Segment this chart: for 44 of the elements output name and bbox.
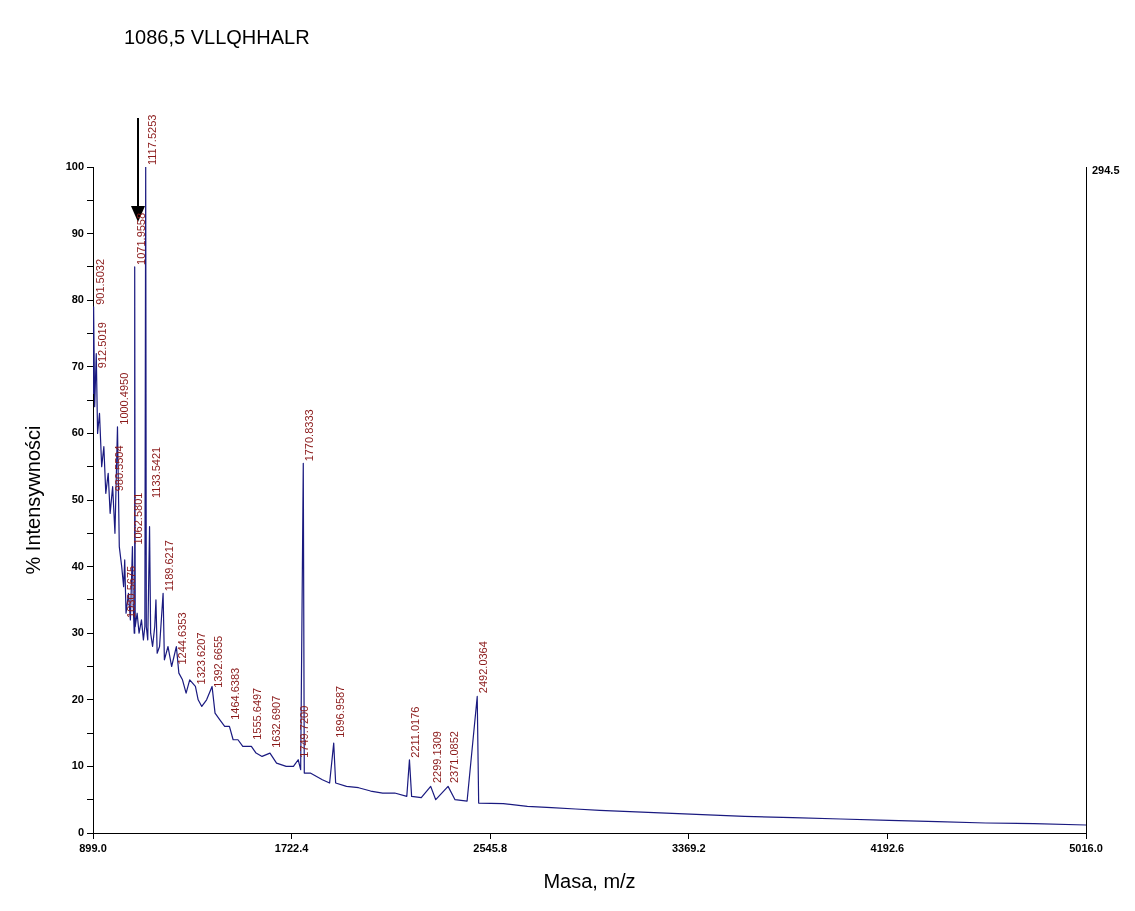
y-tick-label: 20 bbox=[71, 692, 84, 705]
annotation: 1189.6217 bbox=[163, 540, 176, 592]
annotation: 1062.5801 bbox=[132, 492, 145, 545]
y-tick-label: 60 bbox=[71, 426, 84, 439]
annotation: 980.5504 bbox=[112, 445, 125, 492]
x-tick-label: 1722.4 bbox=[274, 841, 310, 854]
annotation: 1000.4950 bbox=[117, 372, 130, 425]
x-tick-label: 3369.2 bbox=[671, 841, 706, 854]
annotation: 1392.6655 bbox=[212, 635, 225, 688]
annotation: 1030.5675 bbox=[124, 565, 137, 618]
y-tick-label: 40 bbox=[71, 559, 84, 572]
annotation: 1896.9587 bbox=[333, 685, 346, 738]
annotation: 1133.5421 bbox=[149, 446, 162, 498]
text: 1086,5 VLLQHHALR bbox=[124, 25, 310, 48]
y-tick-label: 80 bbox=[71, 293, 84, 306]
annotation: 901.5032 bbox=[93, 258, 106, 305]
annotation: 2371.0852 bbox=[448, 731, 461, 784]
x-axis-title: Masa, m/z bbox=[543, 869, 636, 892]
annotation: 1749.7200 bbox=[298, 705, 311, 758]
y-axis-title: % Intensywności bbox=[21, 425, 44, 575]
annotation: 1770.8333 bbox=[303, 409, 316, 462]
y-tick-label: 10 bbox=[71, 759, 84, 772]
text: 294.5 bbox=[1092, 164, 1120, 177]
annotation: 1071.9558 bbox=[134, 212, 147, 265]
annotation: 2299.1309 bbox=[430, 731, 443, 784]
annotation: 1555.6497 bbox=[251, 687, 264, 740]
annotation: 1244.6353 bbox=[176, 612, 189, 665]
annotation: 1632.6907 bbox=[270, 695, 282, 748]
annotation: 1323.6207 bbox=[195, 632, 208, 685]
y-tick-label: 0 bbox=[77, 826, 84, 839]
y-tick-label: 50 bbox=[71, 493, 84, 506]
y-tick-label: 90 bbox=[71, 226, 84, 239]
x-tick-label: 4192.6 bbox=[870, 841, 905, 854]
annotation: 1117.5253 bbox=[145, 114, 158, 165]
annotation: 1464.6383 bbox=[229, 667, 242, 720]
x-tick-label: 2545.8 bbox=[473, 841, 508, 854]
y-tick-label: 30 bbox=[71, 626, 84, 639]
y-tick-label: 100 bbox=[65, 160, 84, 173]
annotation: 2492.0364 bbox=[477, 641, 490, 694]
x-tick-label: 5016.0 bbox=[1069, 841, 1103, 854]
annotation: 912.5019 bbox=[96, 322, 109, 369]
y-tick-label: 70 bbox=[71, 359, 84, 372]
x-tick-label: 899.0 bbox=[79, 841, 107, 854]
annotation: 2211.0176 bbox=[409, 706, 422, 758]
